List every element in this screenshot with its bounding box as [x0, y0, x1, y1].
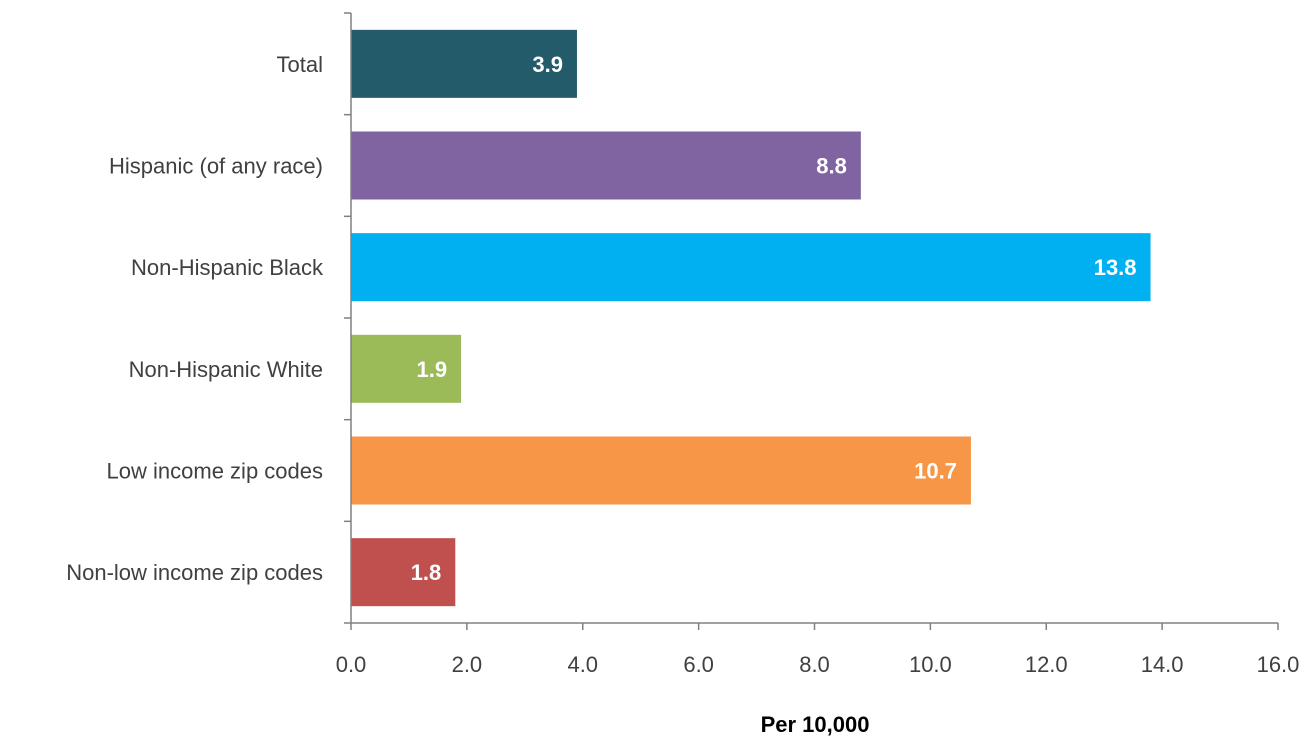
data-label-2: 13.8 — [1094, 255, 1137, 280]
bar-0 — [351, 29, 577, 98]
category-label-0: Total — [277, 52, 323, 77]
x-tick-label-7: 14.0 — [1141, 652, 1184, 677]
category-label-4: Low income zip codes — [107, 459, 323, 484]
bar-2 — [351, 233, 1151, 302]
data-label-3: 1.9 — [416, 357, 447, 382]
data-label-0: 3.9 — [532, 52, 563, 77]
axes-layer — [344, 12, 1279, 630]
x-tick-label-8: 16.0 — [1257, 652, 1300, 677]
x-tick-label-6: 12.0 — [1025, 652, 1068, 677]
x-tick-label-1: 2.0 — [452, 652, 483, 677]
data-label-5: 1.8 — [411, 560, 442, 585]
category-label-3: Non-Hispanic White — [129, 357, 323, 382]
data-label-4: 10.7 — [914, 459, 957, 484]
category-label-2: Non-Hispanic Black — [131, 255, 324, 280]
x-tick-label-5: 10.0 — [909, 652, 952, 677]
category-label-5: Non-low income zip codes — [66, 560, 323, 585]
category-label-1: Hispanic (of any race) — [109, 154, 323, 179]
bar-3 — [351, 334, 462, 403]
labels-layer: Total 3.9 Hispanic (of any race) 8.8 Non-His… — [66, 52, 1299, 677]
bars-layer — [351, 29, 1151, 607]
x-tick-label-3: 6.0 — [683, 652, 714, 677]
x-tick-label-0: 0.0 — [336, 652, 367, 677]
data-label-1: 8.8 — [816, 154, 847, 179]
bar-5 — [351, 538, 456, 607]
x-tick-label-2: 4.0 — [567, 652, 598, 677]
bar-1 — [351, 131, 861, 200]
x-tick-label-4: 8.0 — [799, 652, 830, 677]
x-axis-title: Per 10,000 — [761, 712, 870, 737]
bar-4 — [351, 436, 971, 505]
